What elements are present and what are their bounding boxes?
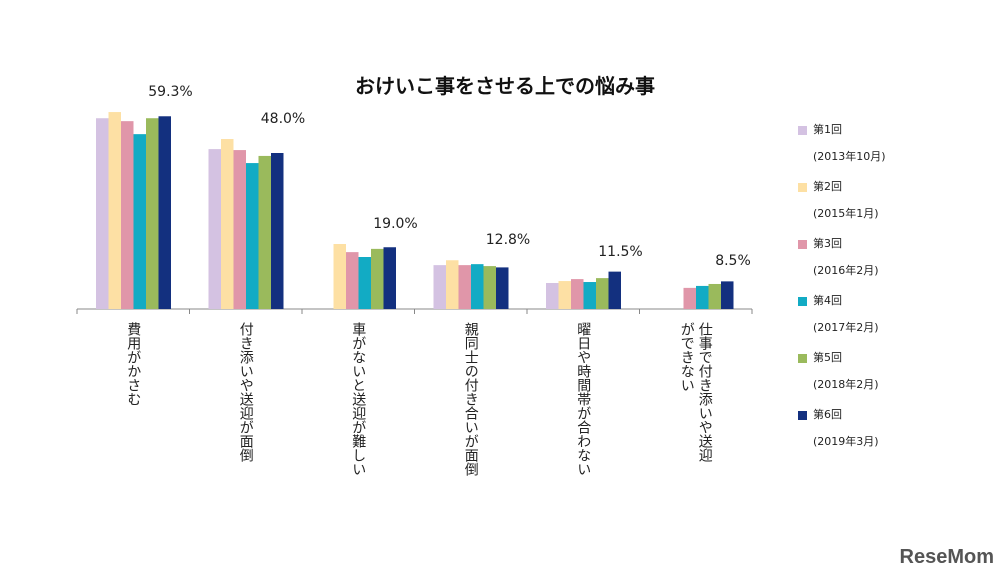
- legend-date: (2015年1月): [813, 207, 879, 220]
- bar-chart: [76, 112, 753, 314]
- bar: [133, 134, 146, 309]
- data-label: 48.0%: [260, 111, 306, 128]
- bar: [233, 150, 246, 309]
- legend-item: 第5回 (2018年2月): [798, 350, 886, 407]
- legend-label: 第2回: [813, 180, 842, 193]
- bar: [433, 265, 446, 309]
- bar: [121, 121, 134, 310]
- legend-date: (2013年10月): [813, 150, 886, 163]
- legend-date: (2019年3月): [813, 435, 879, 448]
- legend-swatch: [798, 297, 807, 306]
- bar: [558, 281, 571, 309]
- bar: [158, 116, 171, 310]
- bar: [358, 257, 371, 309]
- bar: [258, 155, 271, 309]
- resemom-logo: ReseMom: [899, 546, 994, 568]
- legend-label: 第3回: [813, 237, 842, 250]
- bar: [696, 285, 709, 309]
- legend-item: 第6回 (2019年3月): [798, 407, 886, 464]
- bar: [371, 248, 384, 309]
- bar: [596, 278, 609, 309]
- legend-swatch: [798, 183, 807, 192]
- category-label: 費用がかさむ: [125, 322, 142, 406]
- bar: [221, 139, 234, 309]
- category-label: 仕事で付き添いや送迎ができない: [678, 322, 713, 462]
- bar: [546, 283, 559, 309]
- category-label: 車がないと送迎が難しい: [350, 322, 367, 476]
- data-label: 19.0%: [373, 216, 418, 232]
- legend-item: 第3回 (2016年2月): [798, 236, 886, 293]
- legend-item: 第1回 (2013年10月): [798, 122, 886, 179]
- legend: 第1回 (2013年10月) 第2回 (2015年1月) 第3回 (2016年2月) 第4回…: [798, 122, 886, 464]
- data-label: 59.3%: [148, 84, 193, 101]
- legend-date: (2016年2月): [813, 264, 879, 277]
- legend-label: 第5回: [813, 351, 842, 364]
- bar: [721, 281, 734, 309]
- legend-date: (2018年2月): [813, 378, 879, 391]
- legend-date: (2017年2月): [813, 321, 879, 334]
- bar: [346, 252, 359, 309]
- legend-swatch: [798, 354, 807, 363]
- bar: [246, 163, 259, 309]
- legend-item: 第4回 (2017年2月): [798, 293, 886, 350]
- bar: [383, 247, 396, 309]
- bar: [108, 112, 121, 309]
- data-label: 12.8%: [485, 232, 531, 249]
- bar: [271, 153, 284, 309]
- bar: [96, 118, 109, 309]
- data-label: 11.5%: [598, 243, 643, 260]
- bar: [458, 265, 471, 309]
- bar: [446, 260, 459, 309]
- bar: [471, 264, 484, 309]
- bar: [496, 267, 509, 309]
- legend-label: 第4回: [813, 294, 842, 307]
- category-label: 親同士の付き合いが面倒: [462, 322, 479, 476]
- legend-swatch: [798, 240, 807, 249]
- bar: [583, 282, 596, 309]
- bar: [608, 271, 621, 309]
- bar: [683, 287, 696, 309]
- bar: [208, 149, 221, 309]
- legend-label: 第6回: [813, 408, 842, 421]
- legend-swatch: [798, 126, 807, 135]
- legend-label: 第1回: [813, 123, 842, 136]
- bar: [483, 266, 496, 309]
- bar: [571, 279, 584, 309]
- bar: [146, 118, 159, 309]
- bar: [333, 244, 346, 309]
- bar: [708, 283, 721, 309]
- category-label: 曜日や時間帯が合わない: [575, 322, 592, 476]
- chart-title: おけいこ事をさせる上での悩み事: [355, 74, 655, 98]
- legend-item: 第2回 (2015年1月): [798, 179, 886, 236]
- legend-swatch: [798, 411, 807, 420]
- category-label: 付き添いや送迎が面倒: [237, 322, 254, 462]
- data-label: 8.5%: [715, 253, 751, 270]
